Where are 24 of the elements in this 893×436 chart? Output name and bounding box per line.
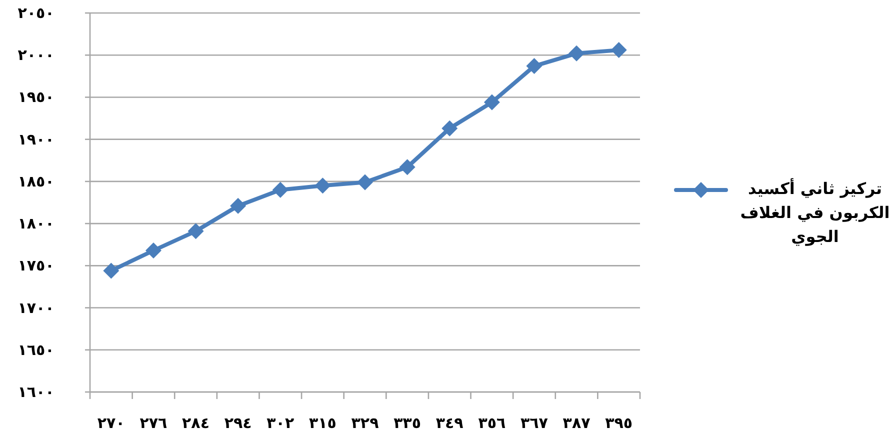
y-tick-label: ١٧٥٠ bbox=[18, 256, 54, 275]
y-tick-label: ٢٠٠٠ bbox=[18, 46, 54, 64]
y-tick-label: ١٩٥٠ bbox=[18, 88, 54, 106]
x-tick-label: ٣٦٧ bbox=[520, 414, 548, 432]
y-tick-label: ١٩٠٠ bbox=[18, 130, 54, 148]
y-tick-label: ١٦٥٠ bbox=[18, 340, 54, 359]
legend-label: تركيز ثاني أكسيد الكربون في الغلاف الجوي bbox=[740, 177, 890, 248]
y-tick-label: ٢٠٥٠ bbox=[18, 4, 54, 22]
y-tick-label: ١٦٠٠ bbox=[18, 383, 54, 401]
x-tick-label: ٣٩٥ bbox=[605, 414, 633, 432]
y-tick-label: ١٨٠٠ bbox=[18, 214, 54, 233]
x-tick-label: ٣٣٥ bbox=[394, 414, 422, 432]
x-tick-label: ٣٢٩ bbox=[351, 414, 379, 432]
x-tick-label: ٣١٥ bbox=[308, 414, 336, 432]
x-tick-label: ٢٧٠ bbox=[97, 414, 125, 432]
x-tick-label: ٣٠٢ bbox=[266, 414, 294, 432]
y-tick-label: ١٧٠٠ bbox=[18, 298, 54, 317]
x-tick-label: ٣٤٩ bbox=[436, 414, 464, 432]
x-tick-label: ٢٨٤ bbox=[182, 414, 210, 432]
x-tick-label: ٣٨٧ bbox=[562, 414, 590, 432]
x-tick-label: ٢٩٤ bbox=[224, 414, 252, 432]
x-tick-label: ٣٥٦ bbox=[478, 414, 506, 432]
x-tick-label: ٢٧٦ bbox=[140, 414, 168, 432]
y-tick-label: ١٨٥٠ bbox=[18, 172, 54, 190]
